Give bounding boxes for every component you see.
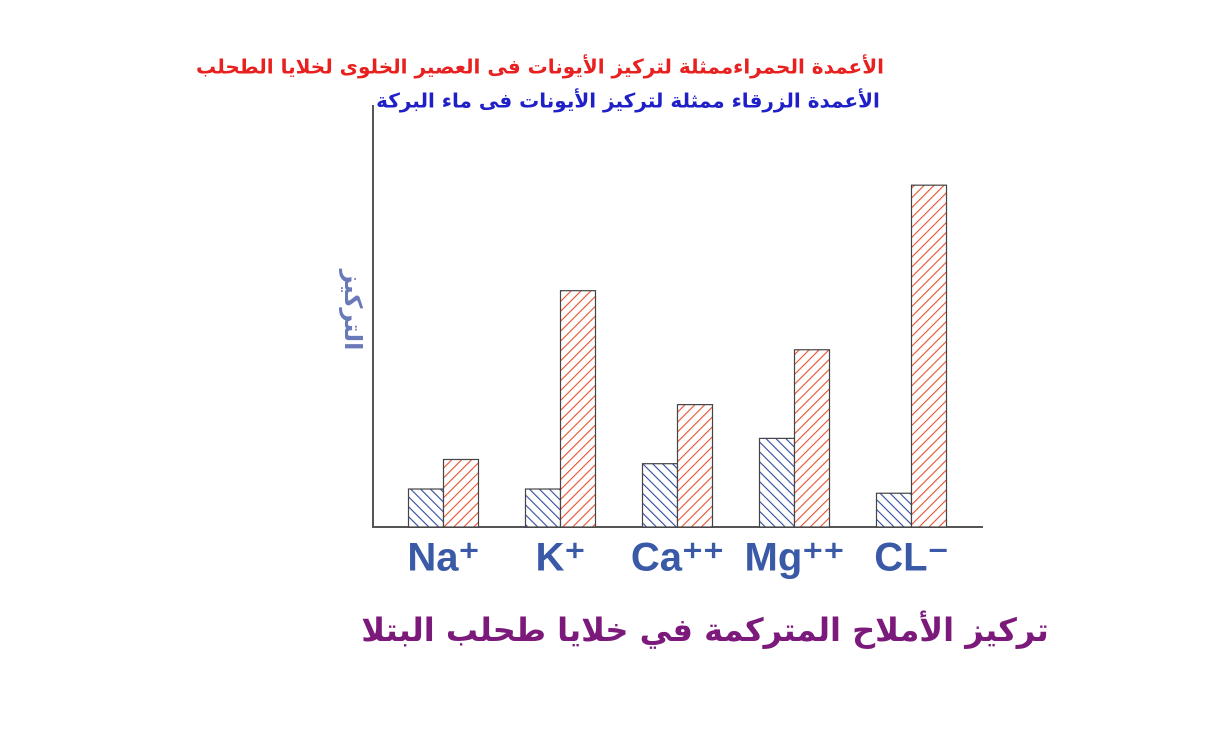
x-tick-label: Mg⁺⁺ <box>745 536 845 580</box>
bar <box>641 463 679 528</box>
legend-entry: الأعمدة الحمراءممثلة لتركيز الأيونات فى … <box>196 54 884 79</box>
bar <box>524 488 562 528</box>
bar <box>442 458 480 528</box>
bar <box>559 290 597 528</box>
y-axis-label: التركيز <box>339 269 367 351</box>
bar <box>676 404 714 528</box>
bar <box>407 488 445 528</box>
chart-title: تركيز الأملاح المتركمة في خلايا طحلب الب… <box>361 610 1048 649</box>
bar <box>758 437 796 528</box>
bar <box>875 492 913 528</box>
legend-entry: الأعمدة الزرقاء ممثلة لتركيز الأيونات فى… <box>376 88 880 113</box>
x-tick-label: K⁺ <box>536 536 586 580</box>
bar <box>793 349 831 528</box>
x-tick-label: CL⁻ <box>874 536 948 580</box>
x-tick-label: Na⁺ <box>407 536 479 580</box>
bar <box>910 184 948 528</box>
x-tick-label: Ca⁺⁺ <box>631 536 724 580</box>
